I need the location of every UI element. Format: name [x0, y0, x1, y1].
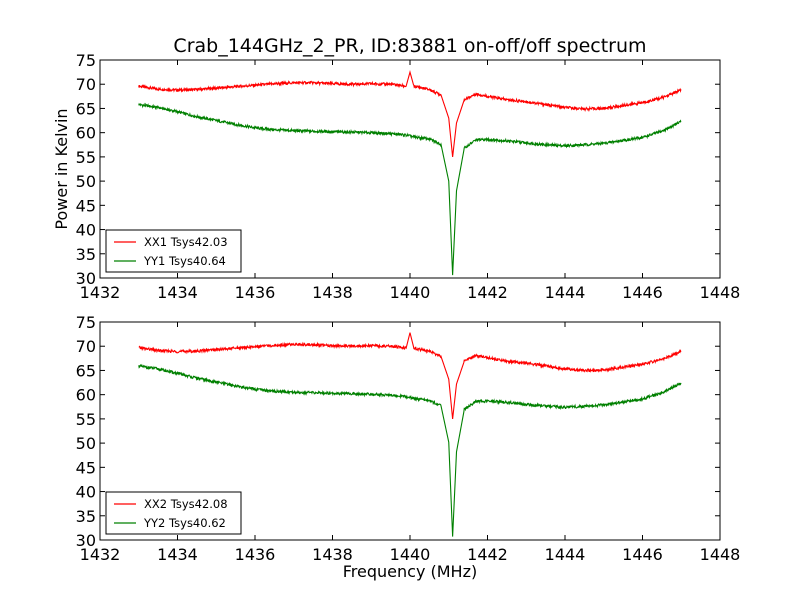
legend-label: XX1 Tsys42.03 [144, 235, 228, 249]
chart-title: Crab_144GHz_2_PR, ID:83881 on-off/off sp… [173, 35, 646, 57]
y-tick-label: 45 [76, 196, 96, 215]
x-tick-label: 1448 [700, 283, 741, 302]
series-line-xx1-tsys42-03 [138, 70, 682, 157]
y-tick-label: 35 [76, 245, 96, 264]
y-tick-label: 65 [76, 361, 96, 380]
y-tick-label: 40 [76, 221, 96, 240]
x-tick-label: 1442 [467, 283, 508, 302]
y-tick-label: 60 [76, 386, 96, 405]
x-tick-label: 1440 [390, 283, 431, 302]
y-tick-label: 75 [76, 313, 96, 332]
x-tick-label: 1448 [700, 545, 741, 564]
x-tick-label: 1432 [80, 545, 121, 564]
legend: XX1 Tsys42.03 YY1 Tsys40.64 [105, 229, 242, 273]
y-tick-label: 30 [76, 269, 96, 288]
y-tick-label: 50 [76, 172, 96, 191]
y-tick-label: 50 [76, 434, 96, 453]
y-tick-label: 30 [76, 531, 96, 550]
x-tick-label: 1434 [157, 283, 198, 302]
legend-label: XX2 Tsys42.08 [144, 497, 228, 511]
y-tick-label: 70 [76, 75, 96, 94]
legend-label: YY2 Tsys40.62 [143, 516, 226, 530]
legend: XX2 Tsys42.08 YY2 Tsys40.62 [105, 491, 242, 535]
x-tick-label: 1444 [545, 545, 586, 564]
x-tick-label: 1442 [467, 545, 508, 564]
y-tick-label: 55 [76, 410, 96, 429]
series-line-yy2-tsys40-62 [138, 363, 682, 537]
y-tick-label: 35 [76, 507, 96, 526]
y-tick-label: 65 [76, 99, 96, 118]
chart-panel-2: 1432 1434 1436 1438 1440 1442 1444 1446 1448 30 35… [76, 313, 741, 581]
legend-box [105, 491, 242, 535]
x-tick-label: 1438 [312, 283, 353, 302]
x-axis-label: Frequency (MHz) [343, 562, 477, 581]
chart-panel-1: Crab_144GHz_2_PR, ID:83881 on-off/off sp… [52, 35, 740, 302]
x-tick-label: 1446 [622, 545, 663, 564]
y-tick-label: 45 [76, 458, 96, 477]
series-line-yy1-tsys40-64 [138, 102, 682, 276]
x-tick-label: 1444 [545, 283, 586, 302]
x-tick-label: 1446 [622, 283, 663, 302]
y-tick-label: 55 [76, 148, 96, 167]
y-tick-label: 60 [76, 124, 96, 143]
legend-box [105, 229, 242, 273]
x-tick-label: 1438 [312, 545, 353, 564]
y-tick-label: 75 [76, 51, 96, 70]
y-axis-label: Power in Kelvin [52, 108, 71, 229]
legend-label: YY1 Tsys40.64 [143, 254, 226, 268]
y-tick-label: 70 [76, 337, 96, 356]
x-tick-label: 1436 [235, 283, 276, 302]
x-tick-label: 1436 [235, 545, 276, 564]
x-tick-label: 1432 [80, 283, 121, 302]
y-tick-label: 40 [76, 483, 96, 502]
x-tick-label: 1434 [157, 545, 198, 564]
x-tick-label: 1440 [390, 545, 431, 564]
series-line-xx2-tsys42-08 [138, 332, 682, 419]
